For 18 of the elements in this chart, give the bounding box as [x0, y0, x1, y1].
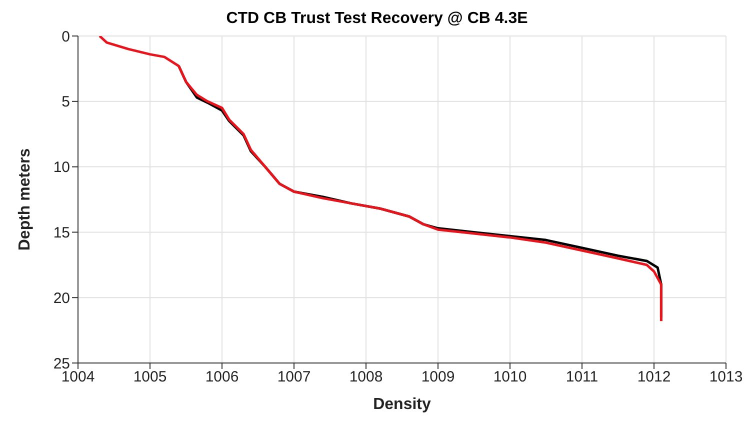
x-tick-label: 1011	[566, 368, 598, 386]
x-tick-label: 1005	[133, 368, 167, 386]
x-tick-label: 1008	[349, 368, 383, 386]
y-axis-title: Depth meters	[16, 148, 34, 251]
y-tick-label: 20	[53, 290, 70, 307]
y-tick-label: 5	[62, 94, 70, 111]
chart-title: CTD CB Trust Test Recovery @ CB 4.3E	[225, 9, 529, 29]
x-tick-label: 1006	[205, 368, 239, 386]
x-tick-label: 1010	[493, 368, 527, 386]
y-tick-label: 0	[62, 28, 70, 46]
x-tick-label: 1007	[277, 368, 311, 386]
y-tick-label: 15	[53, 224, 70, 242]
y-tick-label: 10	[53, 159, 70, 176]
x-tick-label: 1009	[421, 368, 455, 386]
x-axis-title: Density	[373, 396, 431, 413]
x-tick-label: 1012	[637, 368, 671, 386]
line-series	[98, 36, 662, 322]
x-tick-label: 1013	[709, 368, 743, 386]
